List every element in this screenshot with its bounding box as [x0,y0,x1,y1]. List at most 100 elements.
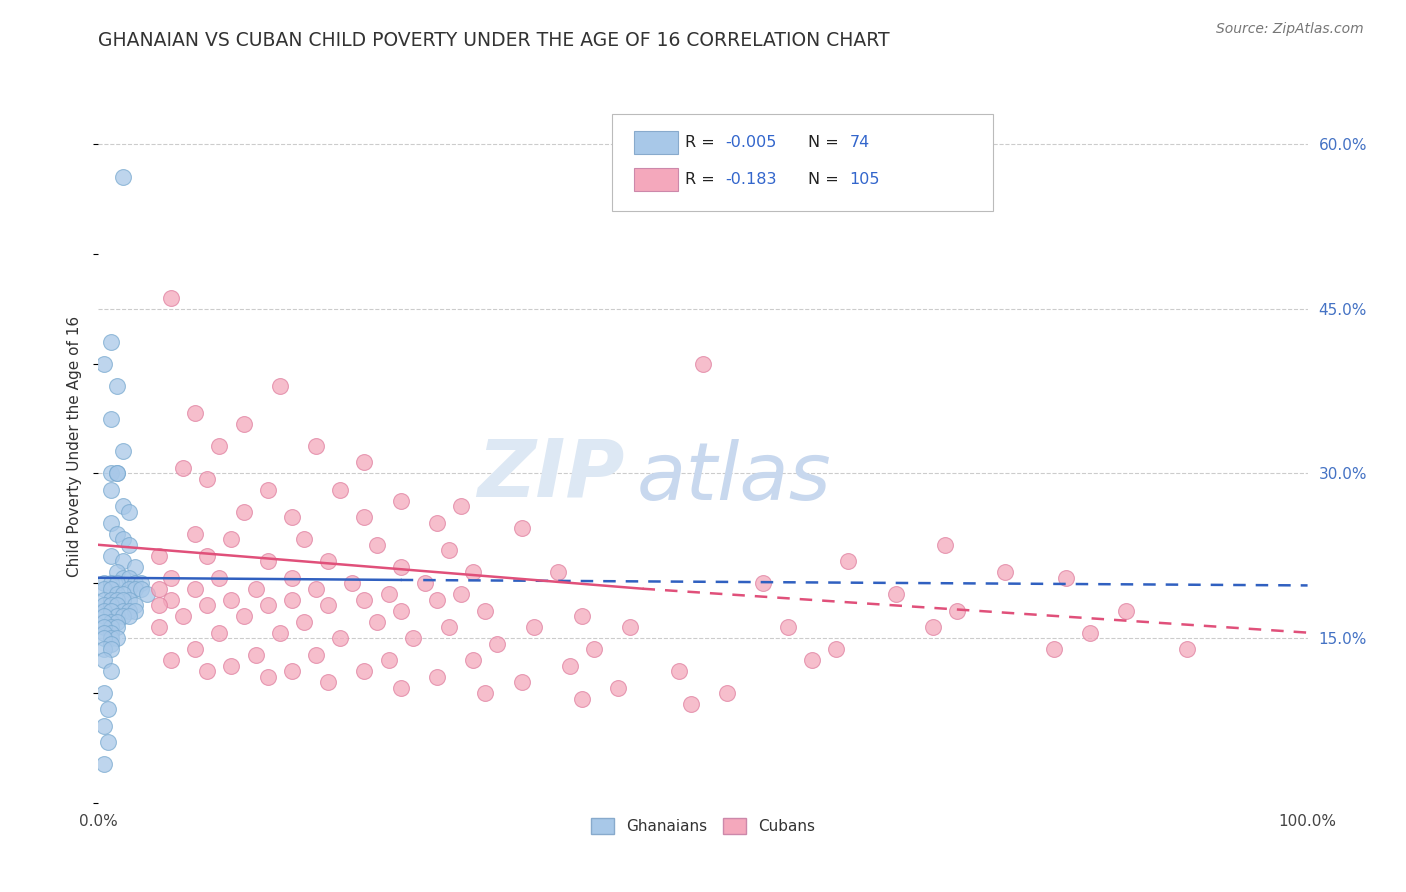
Point [571,691,593,706]
Point [389,559,412,574]
Point [1175,642,1198,657]
Point [105,620,128,634]
Point [100,592,122,607]
Point [716,686,738,700]
Point [111,604,134,618]
Point [93,631,115,645]
Point [105,378,128,392]
FancyBboxPatch shape [634,169,678,191]
Text: N =: N = [808,136,844,150]
Point [1042,642,1064,657]
Text: ZIP: ZIP [477,435,624,514]
Point [413,576,436,591]
Point [195,549,218,563]
Point [281,664,304,678]
Point [148,598,170,612]
Point [837,554,859,568]
Point [129,582,152,596]
Point [329,483,352,497]
Point [100,334,122,349]
Point [486,637,509,651]
Point [105,631,128,645]
Point [118,571,141,585]
Point [377,587,399,601]
Point [366,538,388,552]
Point [474,604,496,618]
Point [105,526,128,541]
Point [100,576,122,591]
Point [329,631,352,645]
Point [111,592,134,607]
Point [100,467,122,481]
Point [450,587,472,601]
Point [994,566,1017,580]
Point [292,615,315,629]
Point [776,620,799,634]
Point [269,625,291,640]
Point [607,681,630,695]
Point [124,559,146,574]
Point [93,598,115,612]
Point [316,598,339,612]
Point [93,625,115,640]
Point [111,609,134,624]
Point [160,592,183,607]
Point [195,598,218,612]
Point [105,598,128,612]
Point [172,609,194,624]
Point [111,587,134,601]
Point [1078,625,1101,640]
Point [305,439,328,453]
Point [437,620,460,634]
Point [426,516,449,530]
Point [100,642,122,657]
Point [100,516,122,530]
Text: -0.183: -0.183 [724,172,776,187]
Point [184,642,207,657]
Point [135,587,157,601]
Text: GHANAIAN VS CUBAN CHILD POVERTY UNDER THE AGE OF 16 CORRELATION CHART: GHANAIAN VS CUBAN CHILD POVERTY UNDER TH… [98,31,890,50]
Point [100,625,122,640]
Point [105,467,128,481]
FancyBboxPatch shape [634,131,678,154]
Point [692,357,714,371]
Point [389,681,412,695]
Point [160,653,183,667]
Point [377,653,399,667]
Point [281,571,304,585]
Point [619,620,641,634]
Point [100,604,122,618]
Point [256,669,278,683]
Point [366,615,388,629]
Point [93,686,115,700]
Point [184,406,207,420]
Point [195,664,218,678]
Point [886,587,908,601]
Point [221,592,243,607]
Point [100,631,122,645]
Point [160,571,183,585]
Point [124,576,146,591]
Point [232,417,254,431]
Point [558,658,581,673]
Point [124,582,146,596]
Point [305,648,328,662]
Point [389,604,412,618]
Legend: Ghanaians, Cubans: Ghanaians, Cubans [583,810,823,841]
Point [668,664,690,678]
Point [118,505,141,519]
Point [148,549,170,563]
Point [100,615,122,629]
Point [100,664,122,678]
Point [195,472,218,486]
Text: R =: R = [685,172,720,187]
Point [100,637,122,651]
Point [583,642,606,657]
Point [571,609,593,624]
Point [118,592,141,607]
Point [111,444,134,458]
Point [1054,571,1077,585]
Point [93,642,115,657]
Point [256,598,278,612]
Point [129,576,152,591]
